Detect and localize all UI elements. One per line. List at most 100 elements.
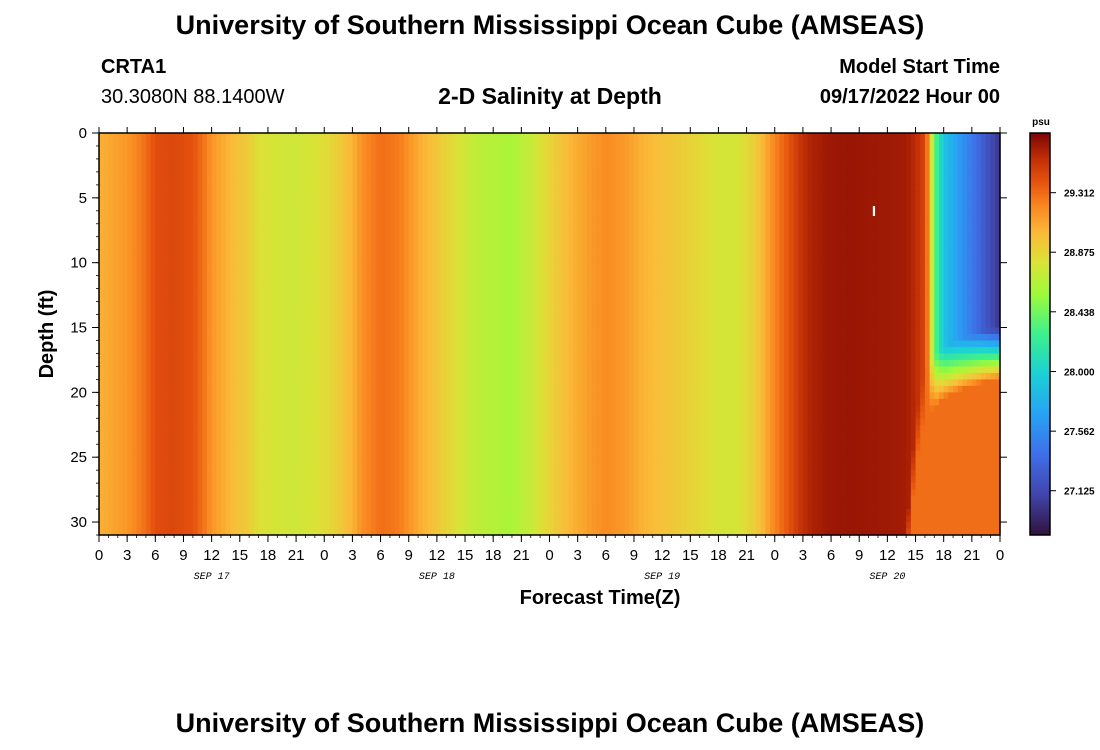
heatmap-cell <box>347 522 353 530</box>
heatmap-cell <box>235 158 241 167</box>
heatmap-cell <box>300 392 307 400</box>
heatmap-cell <box>239 353 246 361</box>
heatmap-cell <box>230 476 236 484</box>
heatmap-cell <box>230 528 236 536</box>
heatmap-cell <box>211 392 217 400</box>
heatmap-cell <box>352 392 358 400</box>
heatmap-cell <box>136 139 142 147</box>
heatmap-cell <box>286 398 292 406</box>
heatmap-cell <box>371 145 377 154</box>
heatmap-cell <box>347 243 353 251</box>
heatmap-cell <box>469 184 476 192</box>
heatmap-cell <box>286 288 292 296</box>
heatmap-cell <box>371 249 377 257</box>
heatmap-cell <box>404 256 410 264</box>
heatmap-cell <box>418 171 424 179</box>
heatmap-cell <box>385 210 391 218</box>
heatmap-cell <box>216 424 222 432</box>
heatmap-cell <box>399 437 405 445</box>
heatmap-cell <box>300 158 307 167</box>
heatmap-cell <box>314 288 321 296</box>
heatmap-cell <box>427 476 433 484</box>
heatmap-cell <box>253 379 260 387</box>
heatmap-cell <box>267 236 274 244</box>
heatmap-cell <box>328 171 335 179</box>
heatmap-cell <box>99 509 105 517</box>
heatmap-cell <box>296 346 302 355</box>
heatmap-cell <box>206 340 213 348</box>
heatmap-cell <box>310 269 316 277</box>
heatmap-cell <box>267 256 274 264</box>
heatmap-cell <box>249 392 255 400</box>
heatmap-cell <box>394 314 400 322</box>
heatmap-cell <box>361 470 368 478</box>
heatmap-cell <box>183 334 189 342</box>
heatmap-cell <box>347 450 353 458</box>
heatmap-cell <box>221 522 227 530</box>
heatmap-cell <box>136 489 142 497</box>
heatmap-cell <box>145 405 152 413</box>
heatmap-cell <box>300 424 307 432</box>
heatmap-cell <box>422 249 429 257</box>
heatmap-cell <box>404 411 410 419</box>
heatmap-cell <box>239 282 246 290</box>
heatmap-cell <box>380 165 386 173</box>
heatmap-cell <box>314 217 321 225</box>
heatmap-cell <box>343 184 349 192</box>
heatmap-cell <box>141 392 147 400</box>
heatmap-cell <box>286 295 292 303</box>
heatmap-cell <box>441 515 447 523</box>
heatmap-cell <box>357 178 363 186</box>
heatmap-cell <box>422 133 429 141</box>
heatmap-cell <box>333 450 339 458</box>
heatmap-cell <box>103 217 109 225</box>
heatmap-cell <box>319 509 325 517</box>
heatmap-cell <box>385 165 391 173</box>
heatmap-cell <box>460 191 466 199</box>
heatmap-cell <box>408 450 415 458</box>
heatmap-cell <box>422 353 429 361</box>
heatmap-cell <box>436 340 443 348</box>
heatmap-cell <box>263 424 269 432</box>
heatmap-cell <box>122 489 128 497</box>
heatmap-cell <box>221 457 227 465</box>
heatmap-cell <box>122 418 128 426</box>
heatmap-cell <box>145 269 152 277</box>
heatmap-cell <box>216 191 222 199</box>
heatmap-cell <box>399 379 405 387</box>
heatmap-cell <box>282 489 288 497</box>
heatmap-cell <box>338 184 344 192</box>
heatmap-cell <box>418 178 424 186</box>
heatmap-cell <box>155 152 161 160</box>
heatmap-cell <box>211 184 217 192</box>
heatmap-cell <box>108 346 114 355</box>
heatmap-cell <box>249 152 255 160</box>
heatmap-cell <box>460 217 466 225</box>
heatmap-cell <box>357 217 363 225</box>
heatmap-cell <box>408 210 415 218</box>
heatmap-cell <box>469 256 476 264</box>
heatmap-cell <box>300 340 307 348</box>
heatmap-cell <box>206 366 213 374</box>
heatmap-cell <box>267 476 274 484</box>
heatmap-cell <box>202 502 208 510</box>
heatmap-cell <box>389 463 396 471</box>
heatmap-cell <box>446 405 452 413</box>
heatmap-cell <box>150 217 156 225</box>
heatmap-cell <box>441 502 447 510</box>
heatmap-cell <box>117 152 124 160</box>
heatmap-cell <box>239 243 246 251</box>
heatmap-cell <box>324 158 330 167</box>
heatmap-cell <box>188 145 194 154</box>
heatmap-cell <box>328 262 335 270</box>
heatmap-cell <box>141 385 147 393</box>
heatmap-cell <box>305 204 311 212</box>
heatmap-cell <box>253 353 260 361</box>
heatmap-cell <box>436 528 443 536</box>
heatmap-cell <box>249 269 255 277</box>
heatmap-cell <box>286 217 292 225</box>
heatmap-cell <box>441 133 447 141</box>
heatmap-cell <box>164 334 170 342</box>
heatmap-cell <box>136 165 142 173</box>
heatmap-cell <box>188 392 194 400</box>
